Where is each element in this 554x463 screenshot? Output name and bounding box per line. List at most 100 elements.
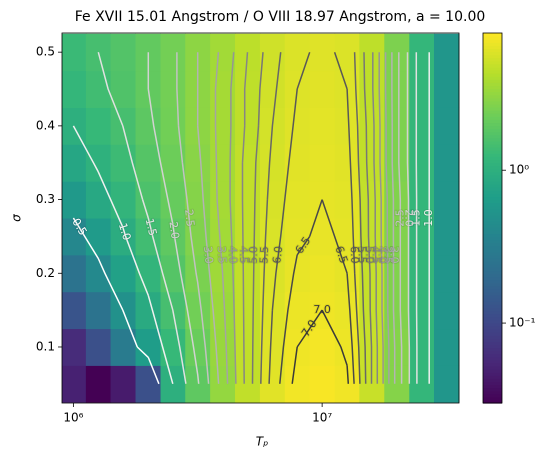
heatmap-cell xyxy=(409,107,435,145)
heatmap-cell xyxy=(185,144,211,182)
y-tick-label: 0.1 xyxy=(36,339,55,353)
heatmap-cell xyxy=(160,70,186,108)
colorbar-segment xyxy=(483,39,502,43)
colorbar-segment xyxy=(483,359,502,364)
heatmap-cell xyxy=(135,144,162,182)
heatmap-cell xyxy=(235,107,261,145)
colorbar-segment xyxy=(483,390,502,395)
colorbar-segment xyxy=(483,119,502,124)
heatmap-cell xyxy=(433,328,460,366)
colorbar-segment xyxy=(483,42,502,46)
colorbar-segment xyxy=(483,313,502,318)
contour-line xyxy=(268,51,361,384)
heatmap-cell xyxy=(210,144,236,182)
heatmap-cell xyxy=(85,218,112,256)
colorbar-segment xyxy=(483,60,502,65)
heatmap-cell xyxy=(160,33,186,72)
contour-label: 3.5 xyxy=(215,246,229,264)
colorbar-segment xyxy=(483,113,502,117)
colorbar-segment xyxy=(483,168,502,173)
colorbar-segment xyxy=(483,128,502,133)
heatmap-cell xyxy=(409,218,435,256)
colorbar-segment xyxy=(483,264,502,268)
contour-line xyxy=(260,52,367,384)
contour-line xyxy=(214,52,390,384)
plot-frame xyxy=(61,32,460,404)
heatmap-cell xyxy=(409,144,435,182)
contour-label: 6.5 xyxy=(332,244,350,265)
colorbar-segment xyxy=(483,187,502,191)
heatmap-cell xyxy=(309,70,336,108)
colorbar-segment xyxy=(483,350,502,355)
colorbar-segment xyxy=(483,125,502,130)
heatmap-cell xyxy=(185,181,211,219)
colorbar-segment xyxy=(483,344,502,349)
heatmap-cell xyxy=(110,218,137,256)
colorbar-segment xyxy=(483,137,502,142)
heatmap-cell xyxy=(135,107,162,145)
heatmap-cell xyxy=(384,70,410,108)
heatmap-cell xyxy=(62,218,87,256)
contour-line xyxy=(279,199,355,384)
colorbar-tick-label: 10⁻¹ xyxy=(509,316,536,330)
heatmap-cell xyxy=(284,365,311,403)
colorbar-segment xyxy=(483,91,502,96)
colorbar-segment xyxy=(483,221,502,225)
contour-label: 2.0 xyxy=(403,209,416,227)
colorbar-segment xyxy=(483,199,502,204)
colorbar-segment xyxy=(483,233,502,238)
heatmap-cell xyxy=(85,291,112,330)
heatmap-cell xyxy=(62,291,87,330)
colorbar-segment xyxy=(483,224,502,228)
colorbar-segment xyxy=(483,131,502,136)
colorbar-segment xyxy=(483,236,502,241)
x-tick-label: 10⁶ xyxy=(63,411,83,425)
heatmap-cell xyxy=(433,181,460,219)
colorbar-segment xyxy=(483,332,502,336)
colorbar-segment xyxy=(483,393,502,398)
heatmap-cell xyxy=(359,254,385,293)
heatmap-cell xyxy=(235,291,261,330)
colorbar-segment xyxy=(483,177,502,182)
heatmap-cell xyxy=(110,181,137,219)
colorbar-segment xyxy=(483,325,502,330)
contour-line xyxy=(196,52,396,384)
colorbar-segment xyxy=(483,245,502,250)
colorbar-segment xyxy=(483,362,502,367)
colorbar-segment xyxy=(483,134,502,139)
heatmap-cell xyxy=(259,70,286,108)
heatmap-cell xyxy=(309,33,336,72)
colorbar-segment xyxy=(483,202,502,207)
heatmap-cell xyxy=(334,144,360,182)
heatmap-cell xyxy=(334,107,360,145)
heatmap-cell xyxy=(160,107,186,145)
contour-line xyxy=(97,52,418,384)
contour-label: 1.0 xyxy=(116,221,134,242)
colorbar-segment xyxy=(483,159,502,164)
colorbar-segment xyxy=(483,33,502,37)
heatmap-cell xyxy=(334,328,360,366)
heatmap-cell xyxy=(384,365,410,403)
contour-label: 1.5 xyxy=(410,209,423,227)
heatmap-cell xyxy=(160,254,186,293)
contour-label: 4.0 xyxy=(226,246,240,264)
x-tick-label: 10⁷ xyxy=(312,411,332,425)
colorbar-segment xyxy=(483,258,502,262)
colorbar-segment xyxy=(483,162,502,167)
colorbar-tick-label: 10⁰ xyxy=(509,163,529,177)
heatmap-cell xyxy=(62,254,87,293)
heatmap-cell xyxy=(62,33,87,72)
heatmap-cell xyxy=(309,107,336,145)
heatmap-cell xyxy=(433,365,460,403)
colorbar-segment xyxy=(483,270,502,275)
contour-label: 1.0 xyxy=(422,209,435,227)
heatmap-cell xyxy=(259,181,286,219)
colorbar-segment xyxy=(483,63,502,68)
colorbar-segment xyxy=(483,242,502,247)
colorbar-segment xyxy=(483,171,502,176)
heatmap-cell xyxy=(210,365,236,403)
colorbar-segment xyxy=(483,190,502,194)
heatmap-cell xyxy=(284,254,311,293)
contour-line xyxy=(72,52,430,385)
colorbar-segment xyxy=(483,54,502,59)
